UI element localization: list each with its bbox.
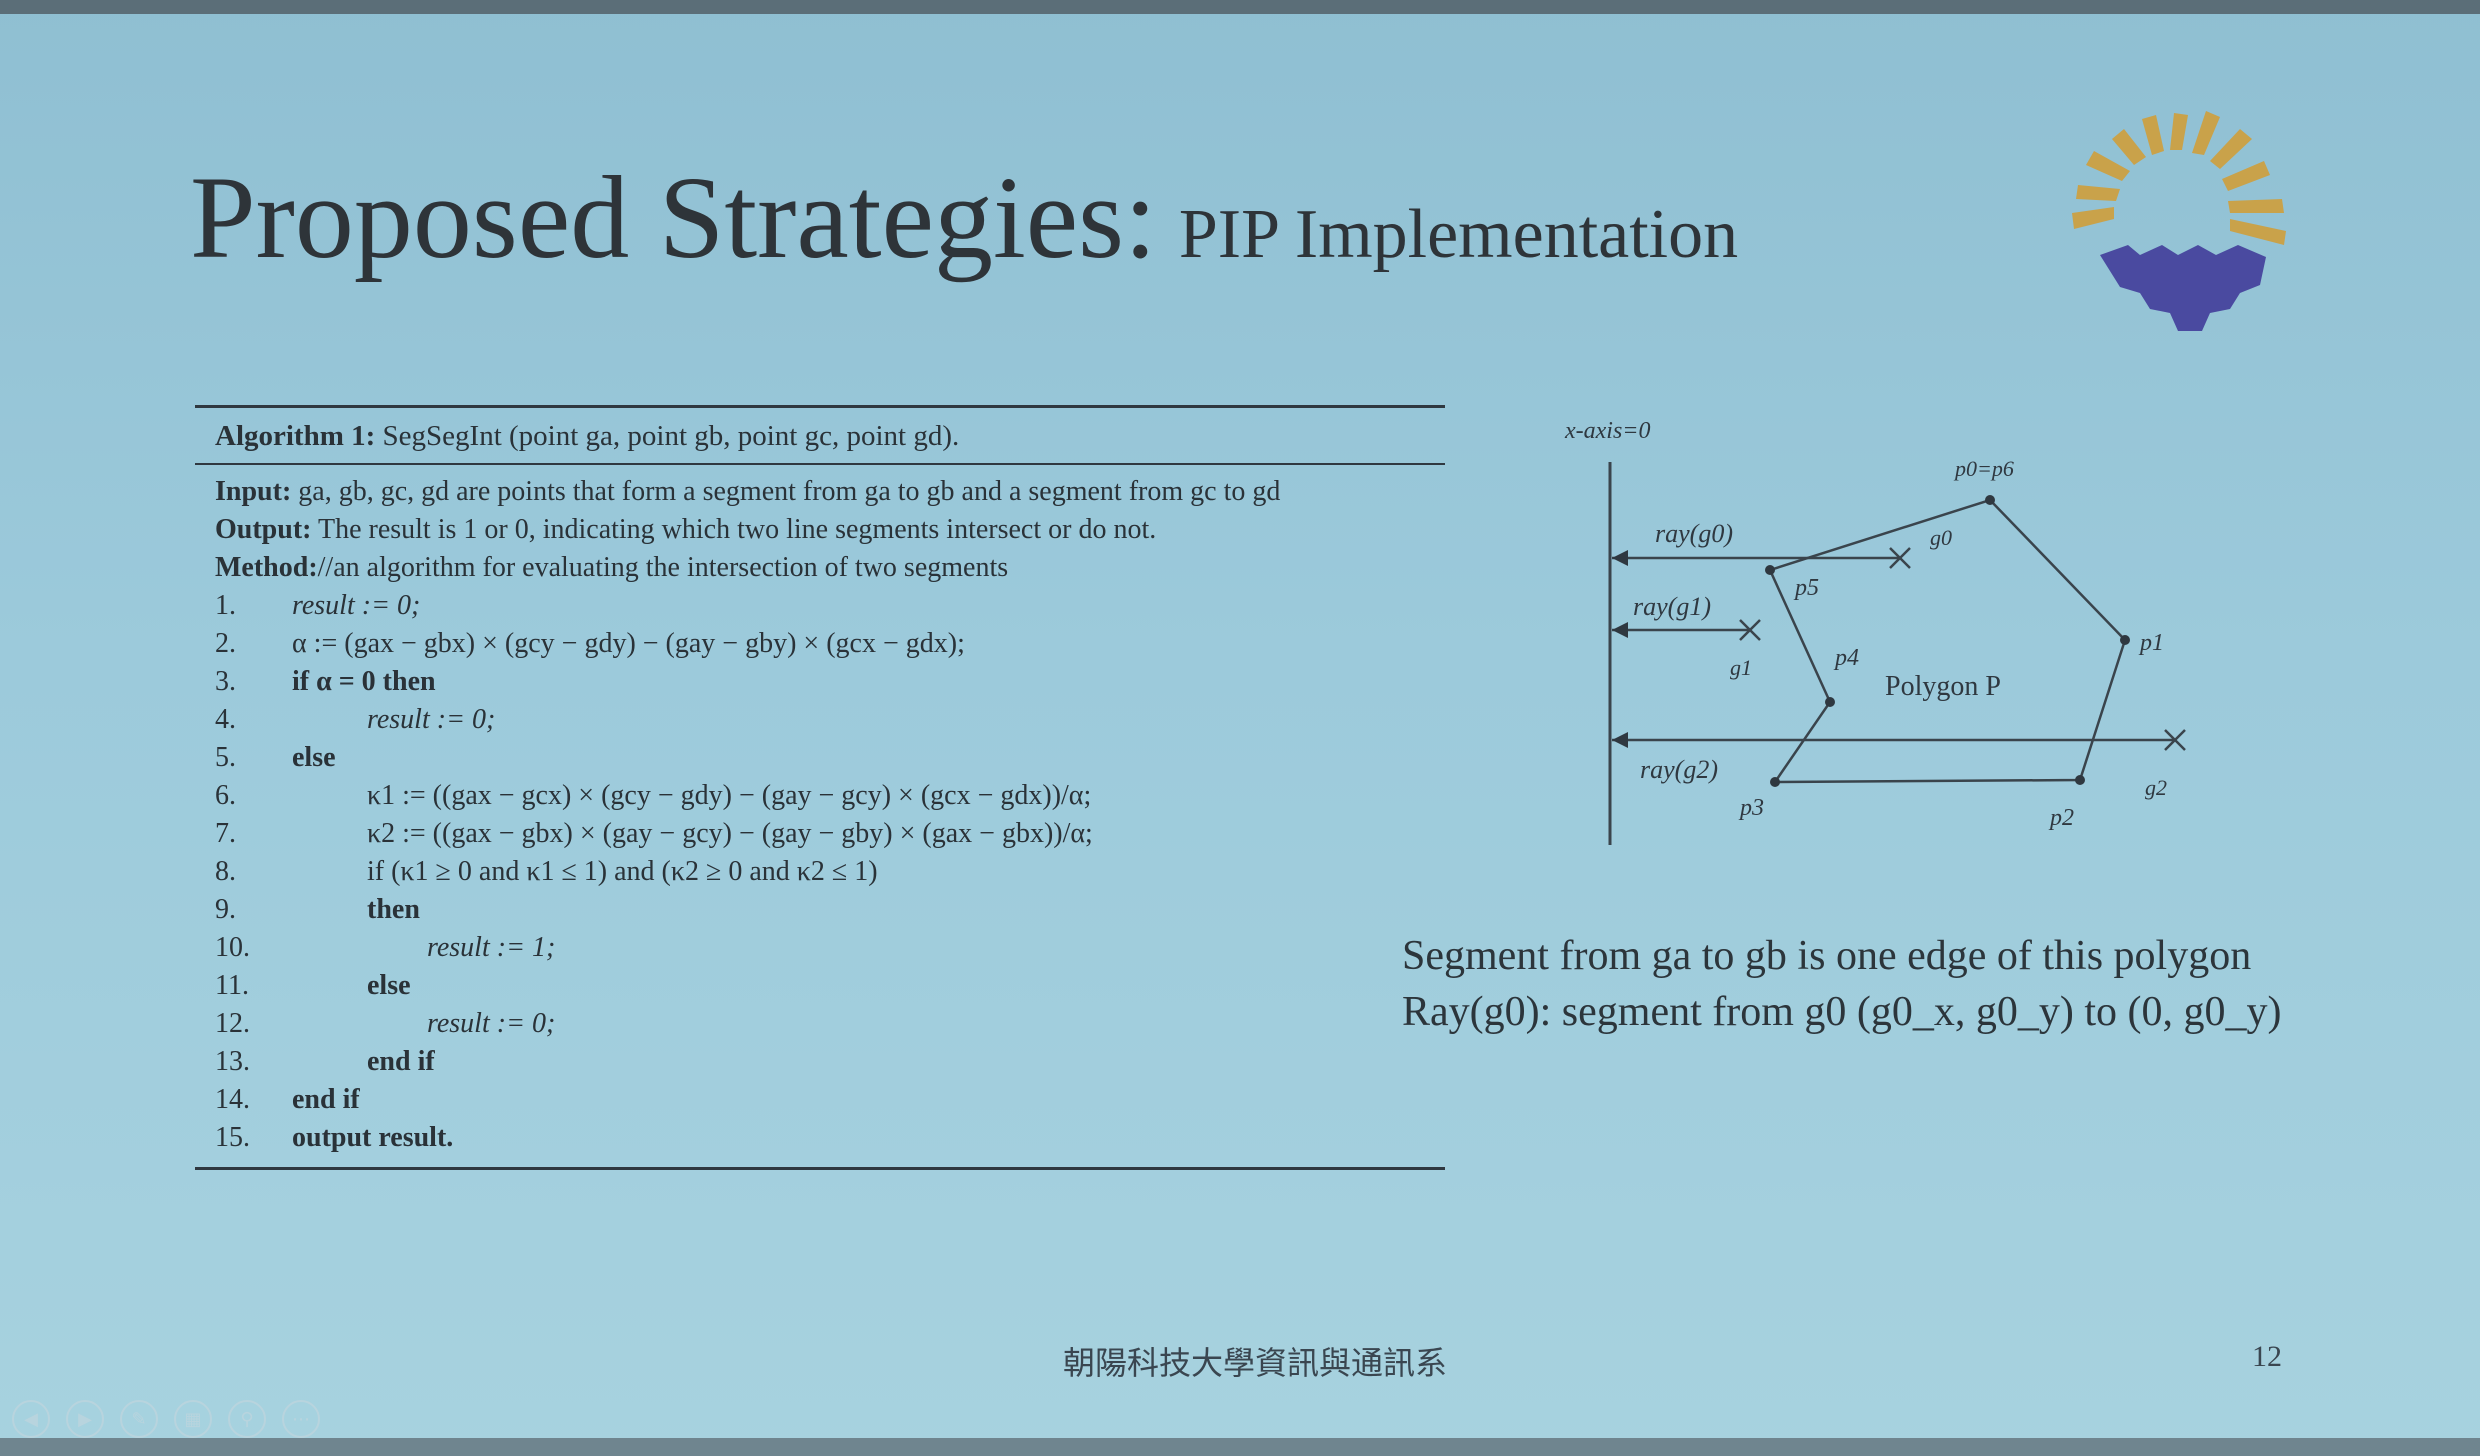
polygon-diagram: x-axis=0 p0=p6 p1 p2 p3 p4 p5 g0 g1 g2 r… <box>1564 418 2186 845</box>
algorithm-box: Algorithm 1: SegSegInt (point ga, point … <box>195 405 1445 1170</box>
label-p2: p2 <box>2048 805 2074 831</box>
label-ray-g1: ray(g1) <box>1633 592 1711 621</box>
label-g1: g1 <box>1730 655 1752 680</box>
algorithm-number: Algorithm 1: <box>215 420 376 452</box>
algorithm-header: Algorithm 1: SegSegInt (point ga, point … <box>195 408 1445 463</box>
code-line: 4. result := 0; <box>215 704 496 735</box>
label-g0: g0 <box>1930 525 1952 550</box>
title-main: Proposed Strategies: <box>190 152 1157 283</box>
code-line: 8. if (κ1 ≥ 0 and κ1 ≤ 1) and (κ2 ≥ 0 and… <box>215 856 878 887</box>
algorithm-top-rule <box>195 405 1445 408</box>
next-slide-icon[interactable]: ▶ <box>66 1400 104 1438</box>
code-line: 7. κ2 := ((gax − gbx) × (gay − gcy) − (ga… <box>215 818 1093 849</box>
g-markers <box>1739 547 2186 751</box>
algorithm-output: Output: The result is 1 or 0, indicating… <box>215 514 1157 545</box>
axis-label: x-axis=0 <box>1564 418 1651 444</box>
code-line: 6. κ1 := ((gax − gcx) × (gcy − gdy) − (ga… <box>215 780 1092 811</box>
code-line: 13. end if <box>215 1046 435 1077</box>
label-p0-p6: p0=p6 <box>1953 456 2014 481</box>
code-line: 15. output result. <box>215 1122 454 1153</box>
more-options-icon[interactable]: ⋯ <box>282 1400 320 1438</box>
code-line: 2. α := (gax − gbx) × (gcy − gdy) − (gay … <box>215 628 965 659</box>
screen-bottom-edge <box>0 1438 2480 1456</box>
code-line: 11. else <box>215 970 411 1001</box>
screen-top-edge <box>0 0 2480 14</box>
code-line: 9. then <box>215 894 420 925</box>
code-line: 12. result := 0; <box>215 1008 556 1039</box>
slide-title: Proposed Strategies: PIP Implementation <box>190 150 1738 286</box>
caption: Segment from ga to gb is one edge of thi… <box>1402 928 2282 1040</box>
title-sub: PIP Implementation <box>1178 196 1739 273</box>
algorithm-body: Input: ga, gb, gc, gd are points that fo… <box>195 465 1445 1157</box>
algorithm-signature: SegSegInt (point ga, point gb, point gc,… <box>382 420 960 452</box>
code-line: 5. else <box>215 742 336 773</box>
algorithm-header-rule <box>195 463 1445 465</box>
footer-department: 朝陽科技大學資訊與通訊系 <box>1063 1344 1448 1382</box>
code-line: 10. result := 1; <box>215 932 556 963</box>
label-polygon: Polygon P <box>1885 671 2001 702</box>
algorithm-input: Input: ga, gb, gc, gd are points that fo… <box>215 476 1281 507</box>
code-line: 3. if α = 0 then <box>215 666 436 697</box>
algorithm-method: Method://an algorithm for evaluating the… <box>215 552 1009 583</box>
label-p5: p5 <box>1793 575 1819 601</box>
vertex-dots <box>1765 495 2130 787</box>
page-number: 12 <box>2252 1340 2282 1373</box>
label-p4: p4 <box>1833 645 1859 671</box>
ray-g1-arrow <box>1612 622 1628 638</box>
university-logo <box>2072 111 2286 331</box>
pen-icon[interactable]: ✎ <box>120 1400 158 1438</box>
code-line: 1. result := 0; <box>215 590 421 621</box>
label-p1: p1 <box>2138 630 2164 656</box>
label-ray-g0: ray(g0) <box>1655 519 1733 548</box>
label-ray-g2: ray(g2) <box>1640 755 1718 784</box>
slides-grid-icon[interactable]: ▦ <box>174 1400 212 1438</box>
presentation-controls: ◀ ▶ ✎ ▦ ⚲ ⋯ <box>12 1400 320 1438</box>
code-line: 14. end if <box>215 1084 360 1115</box>
caption-line-2: Ray(g0): segment from g0 (g0_x, g0_y) to… <box>1402 989 2282 1035</box>
caption-line-1: Segment from ga to gb is one edge of thi… <box>1402 933 2252 979</box>
previous-slide-icon[interactable]: ◀ <box>12 1400 50 1438</box>
zoom-icon[interactable]: ⚲ <box>228 1400 266 1438</box>
algorithm-bottom-rule <box>195 1167 1445 1170</box>
ray-g0-arrow <box>1612 550 1628 566</box>
label-g2: g2 <box>2145 775 2167 800</box>
ray-g2-arrow <box>1612 732 1628 748</box>
label-p3: p3 <box>1738 795 1764 821</box>
